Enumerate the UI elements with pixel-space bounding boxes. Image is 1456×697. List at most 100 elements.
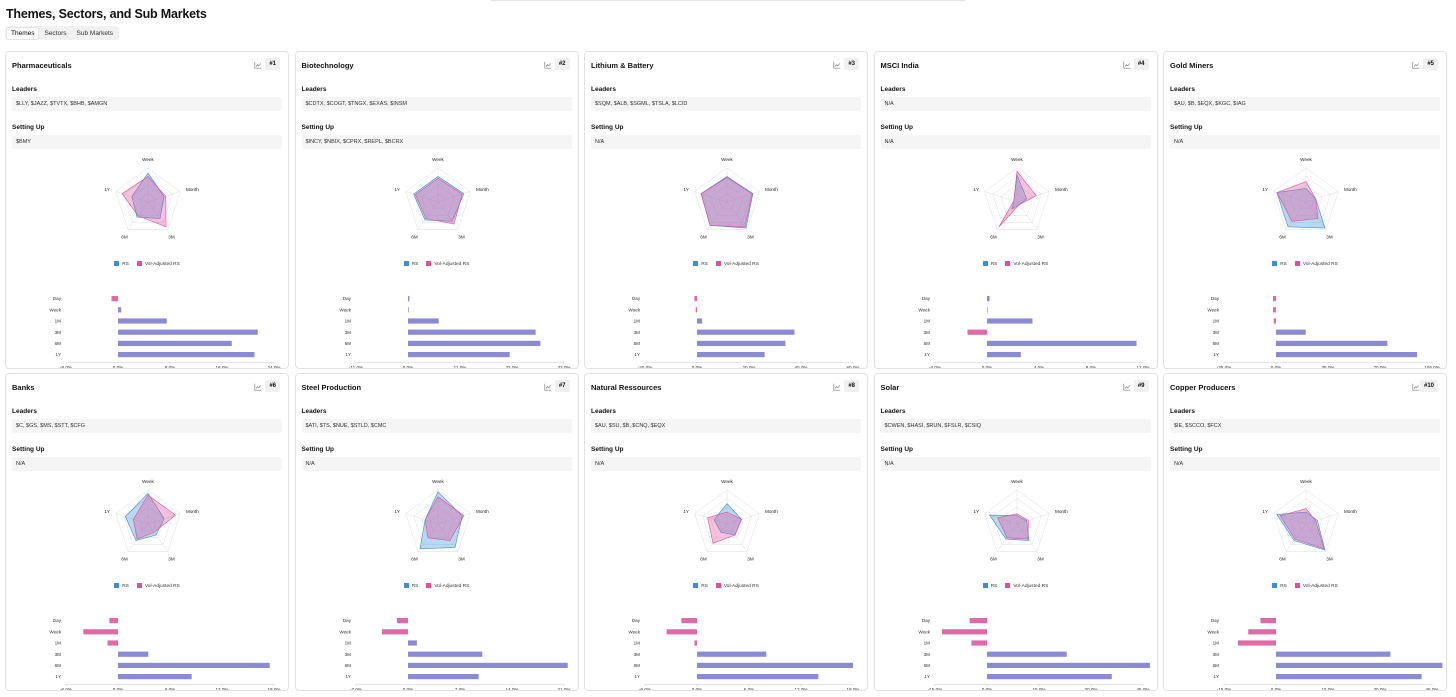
x-tick-label: 12.0% [794,687,807,691]
setting-up-value: N/A [1170,135,1440,149]
legend-vol[interactable]: Vol-Adjusted RS [426,261,469,267]
radar-grid-ring [983,167,1050,230]
chart-icon[interactable] [1122,61,1131,69]
legend-rs[interactable]: RS [1272,583,1287,589]
legend-rs[interactable]: RS [693,261,708,267]
leaders-label: Leaders [880,86,906,93]
legend-rs[interactable]: RS [403,583,418,589]
radar-spoke [437,201,458,230]
x-tick-label: 33.0% [557,365,570,369]
chart-icon[interactable] [1412,61,1420,69]
legend-vol[interactable]: Vol-Adjusted RS [136,261,180,267]
theme-card: Gold Miners #5 Leaders $AU, $B, $EQX, $K… [1163,51,1447,369]
radar-grid-ring [694,489,760,552]
legend-rs[interactable]: RS [693,583,708,589]
bar-day [396,618,408,624]
legend-vol[interactable]: Vol-Adjusted RS [715,261,759,267]
radar-grid-ring [131,506,165,538]
view-tabs: Themes Sectors Sub Markets [5,26,120,40]
legend-rs[interactable]: RS [982,583,997,589]
legend-vol[interactable]: Vol-Adjusted RS [136,583,180,589]
radar-axis-label: 3M [1037,234,1044,239]
chart-icon[interactable] [254,383,262,391]
radar-grid-ring [1281,498,1331,545]
leaders-value: $SQM, $ALB, $SGML, $TSLA, $LCID [591,97,861,111]
bar-chart: -15.0% 0.0% 15.0% 30.0% 45.0% Day Week 1M 3M 6M 1Y [918,618,1150,690]
chart-icon[interactable] [1122,383,1131,391]
radar-axis-label: Month [476,509,489,514]
radar-grid-ring [1008,515,1025,532]
y-category-label: 1Y [924,352,930,357]
radar-chart: Week Month 3M 6M 1Y [394,479,489,561]
card-title: Steel Production [301,383,362,392]
radar-spoke [1016,513,1049,525]
radar-axis-label: 3M [1326,234,1333,239]
chart-icon[interactable] [833,61,841,69]
radar-axis-label: Month [186,187,199,192]
legend-rs-label: RS [1280,583,1287,589]
radar-grid-ring [115,167,181,230]
y-category-label: 1M [634,319,641,324]
legend-vol[interactable]: Vol-Adjusted RS [1294,261,1338,267]
y-category-label: 1Y [345,352,351,357]
radar-grid-ring [710,184,744,216]
radar-grid-ring [1289,506,1323,538]
chart-icon[interactable] [833,383,841,391]
chart-icon[interactable] [254,61,262,69]
y-category-label: Week [628,307,640,312]
legend-vol[interactable]: Vol-Adjusted RS [426,583,469,589]
x-tick-label: 15.0% [1321,687,1334,691]
legend-rs[interactable]: RS [114,583,129,589]
radar-axis-label: 1Y [1262,509,1268,514]
y-category-label: 6M [1213,341,1220,346]
leaders-value: $C, $GS, $MS, $STT, $CFG [12,419,282,433]
radar-chart: Week Month 3M 6M 1Y [1262,157,1357,239]
rs-swatch [114,261,120,266]
legend-rs[interactable]: RS [1272,261,1287,267]
radar-axis-label: 6M [990,556,997,561]
bar-week [695,307,697,313]
bar-week [381,629,408,635]
legend-rs[interactable]: RS [114,261,129,267]
chart-icon[interactable] [543,383,552,391]
bar-chart: -4.0% 0.0% 4.0% 8.0% 12.0% Day Week 1M 3M 6M 1Y [918,296,1149,368]
legend-vol[interactable]: Vol-Adjusted RS [1005,261,1048,267]
y-category-label: 1Y [55,674,61,679]
radar-axis-label: Week [721,479,733,484]
radar-grid-ring [718,193,736,210]
legend-rs-label: RS [701,261,708,267]
setting-up-label: Setting Up [1170,124,1203,131]
radar-axis-label: 6M [700,556,707,561]
bar-day [969,618,987,624]
x-tick-label: 18.0% [846,687,859,691]
chart-legend: RS Vol-Adjusted RS [296,583,578,589]
bar-chart: -8.0% 0.0% 8.0% 16.0% 24.0% Day Week 1M 3M 6M 1Y [49,296,281,368]
legend-vol[interactable]: Vol-Adjusted RS [1294,583,1338,589]
radar-axis-label: Week [142,157,154,162]
tab-themes[interactable]: Themes [7,27,39,39]
radar-grid-ring [718,515,736,532]
radar-series-rs [412,176,464,222]
tab-sectors[interactable]: Sectors [44,29,67,37]
y-category-label: Day [1211,618,1220,623]
radar-spoke [1305,191,1339,203]
vol-swatch [426,583,432,588]
y-category-label: Day [632,296,641,301]
legend-rs[interactable]: RS [982,261,997,267]
legend-rs[interactable]: RS [403,261,418,267]
tab-sub-markets[interactable]: Sub Markets [76,29,114,37]
legend-vol[interactable]: Vol-Adjusted RS [715,583,759,589]
legend-vol[interactable]: Vol-Adjusted RS [1005,583,1048,589]
bar-6m [1276,662,1443,668]
y-category-label: 1M [923,641,930,646]
radar-grid-ring [412,498,463,545]
bar-week [941,629,987,635]
leaders-label: Leaders [591,86,616,93]
setting-up-label: Setting Up [880,124,914,131]
chart-legend: RS Vol-Adjusted RS [6,261,288,267]
radar-grid-ring [1289,184,1323,216]
radar-axis-label: Month [476,187,489,192]
chart-icon[interactable] [1412,383,1420,391]
rs-swatch [403,583,409,588]
chart-icon[interactable] [543,61,552,69]
